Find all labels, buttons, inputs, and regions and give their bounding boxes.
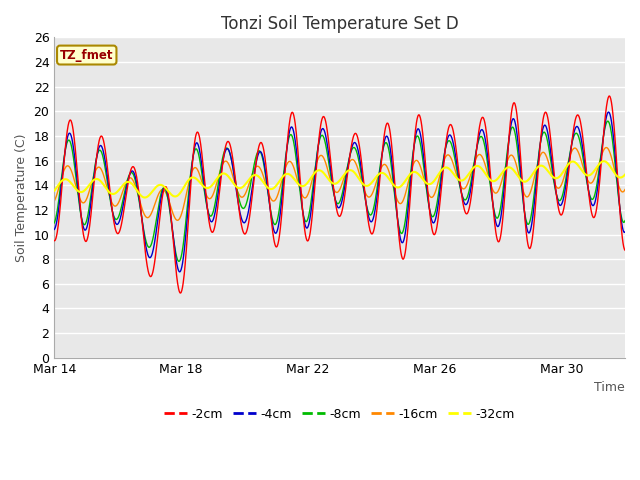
X-axis label: Time: Time [595,381,625,394]
Text: TZ_fmet: TZ_fmet [60,48,113,61]
Y-axis label: Soil Temperature (C): Soil Temperature (C) [15,133,28,262]
Legend: -2cm, -4cm, -8cm, -16cm, -32cm: -2cm, -4cm, -8cm, -16cm, -32cm [159,403,520,425]
Title: Tonzi Soil Temperature Set D: Tonzi Soil Temperature Set D [221,15,458,33]
